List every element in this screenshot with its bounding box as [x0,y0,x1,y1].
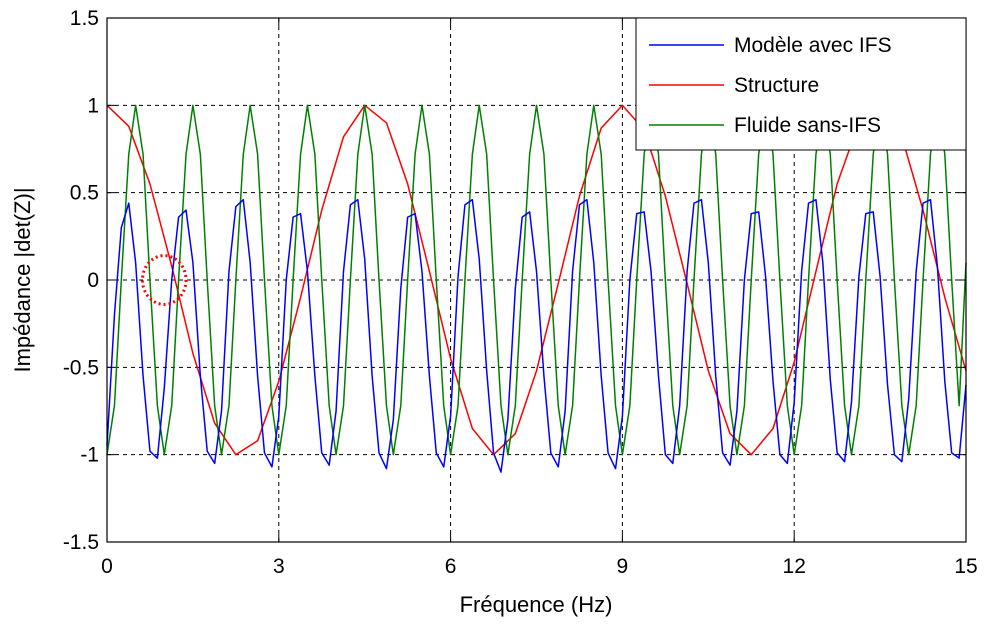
series-line-modele-avec-ifs [106,198,967,473]
x-tick-label: 3 [273,555,285,578]
y-tick-label: -1 [80,444,99,467]
y-axis-label: Impédance |det(Z)| [10,187,35,372]
legend-box [635,17,967,151]
legend-label-fluide-sans-ifs: Fluide sans-IFS [734,114,881,137]
highlight-circle [141,254,188,306]
x-axis-label: Fréquence (Hz) [460,592,613,617]
y-tick-label: -0.5 [63,356,99,379]
x-tick-label: 9 [617,555,629,578]
x-tick-label: 15 [954,555,977,578]
series-line-structure [106,104,967,456]
y-tick-label: 1 [87,94,99,117]
legend: Modèle avec IFS Structure Fluide sans-IF… [635,17,967,151]
y-tick-label: -1.5 [63,531,99,554]
y-tick-label: 0.5 [70,182,99,205]
annotation-layer [141,254,188,306]
x-tick-label: 6 [445,555,457,578]
y-tick-label: 0 [87,269,99,292]
tick-layer: 0 3 6 9 12 15 -1.5 -1 -0.5 0 0.5 1 1.5 [63,7,978,578]
legend-label-structure: Structure [734,74,819,97]
legend-label-modele-avec-ifs: Modèle avec IFS [734,34,892,57]
x-tick-label: 12 [783,555,806,578]
x-tick-label: 0 [101,555,113,578]
y-tick-label: 1.5 [70,7,99,30]
